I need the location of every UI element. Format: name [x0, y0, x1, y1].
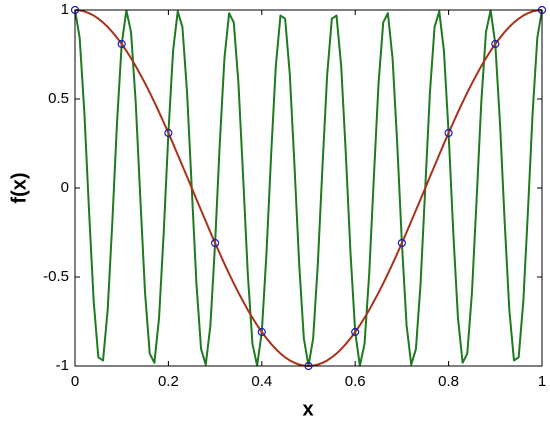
sample-marker	[257, 327, 266, 337]
plot-area	[75, 10, 542, 366]
sample-marker	[491, 39, 500, 49]
sample-marker	[351, 327, 360, 337]
sample-marker	[444, 128, 453, 138]
sample-marker	[397, 238, 406, 248]
axes-box	[74, 9, 543, 367]
x-tick-label: 0.2	[158, 373, 179, 390]
y-tick-label: 1	[61, 1, 69, 18]
y-axis-label: f(x)	[8, 172, 30, 203]
x-tick-label: 0	[71, 373, 79, 390]
sample-marker	[117, 39, 126, 49]
y-tick-label: -0.5	[43, 268, 69, 285]
x-axis-label: x	[302, 398, 313, 420]
y-tick-label: -1	[56, 357, 69, 374]
x-tick-label: 0.6	[345, 373, 366, 390]
x-tick-label: 0.8	[438, 373, 459, 390]
x-tick-label: 0.4	[251, 373, 272, 390]
sample-marker	[164, 128, 173, 138]
sample-marker	[211, 238, 220, 248]
y-tick-label: 0.5	[48, 90, 69, 107]
x-tick-label: 1	[538, 373, 546, 390]
y-tick-label: 0	[61, 179, 69, 196]
